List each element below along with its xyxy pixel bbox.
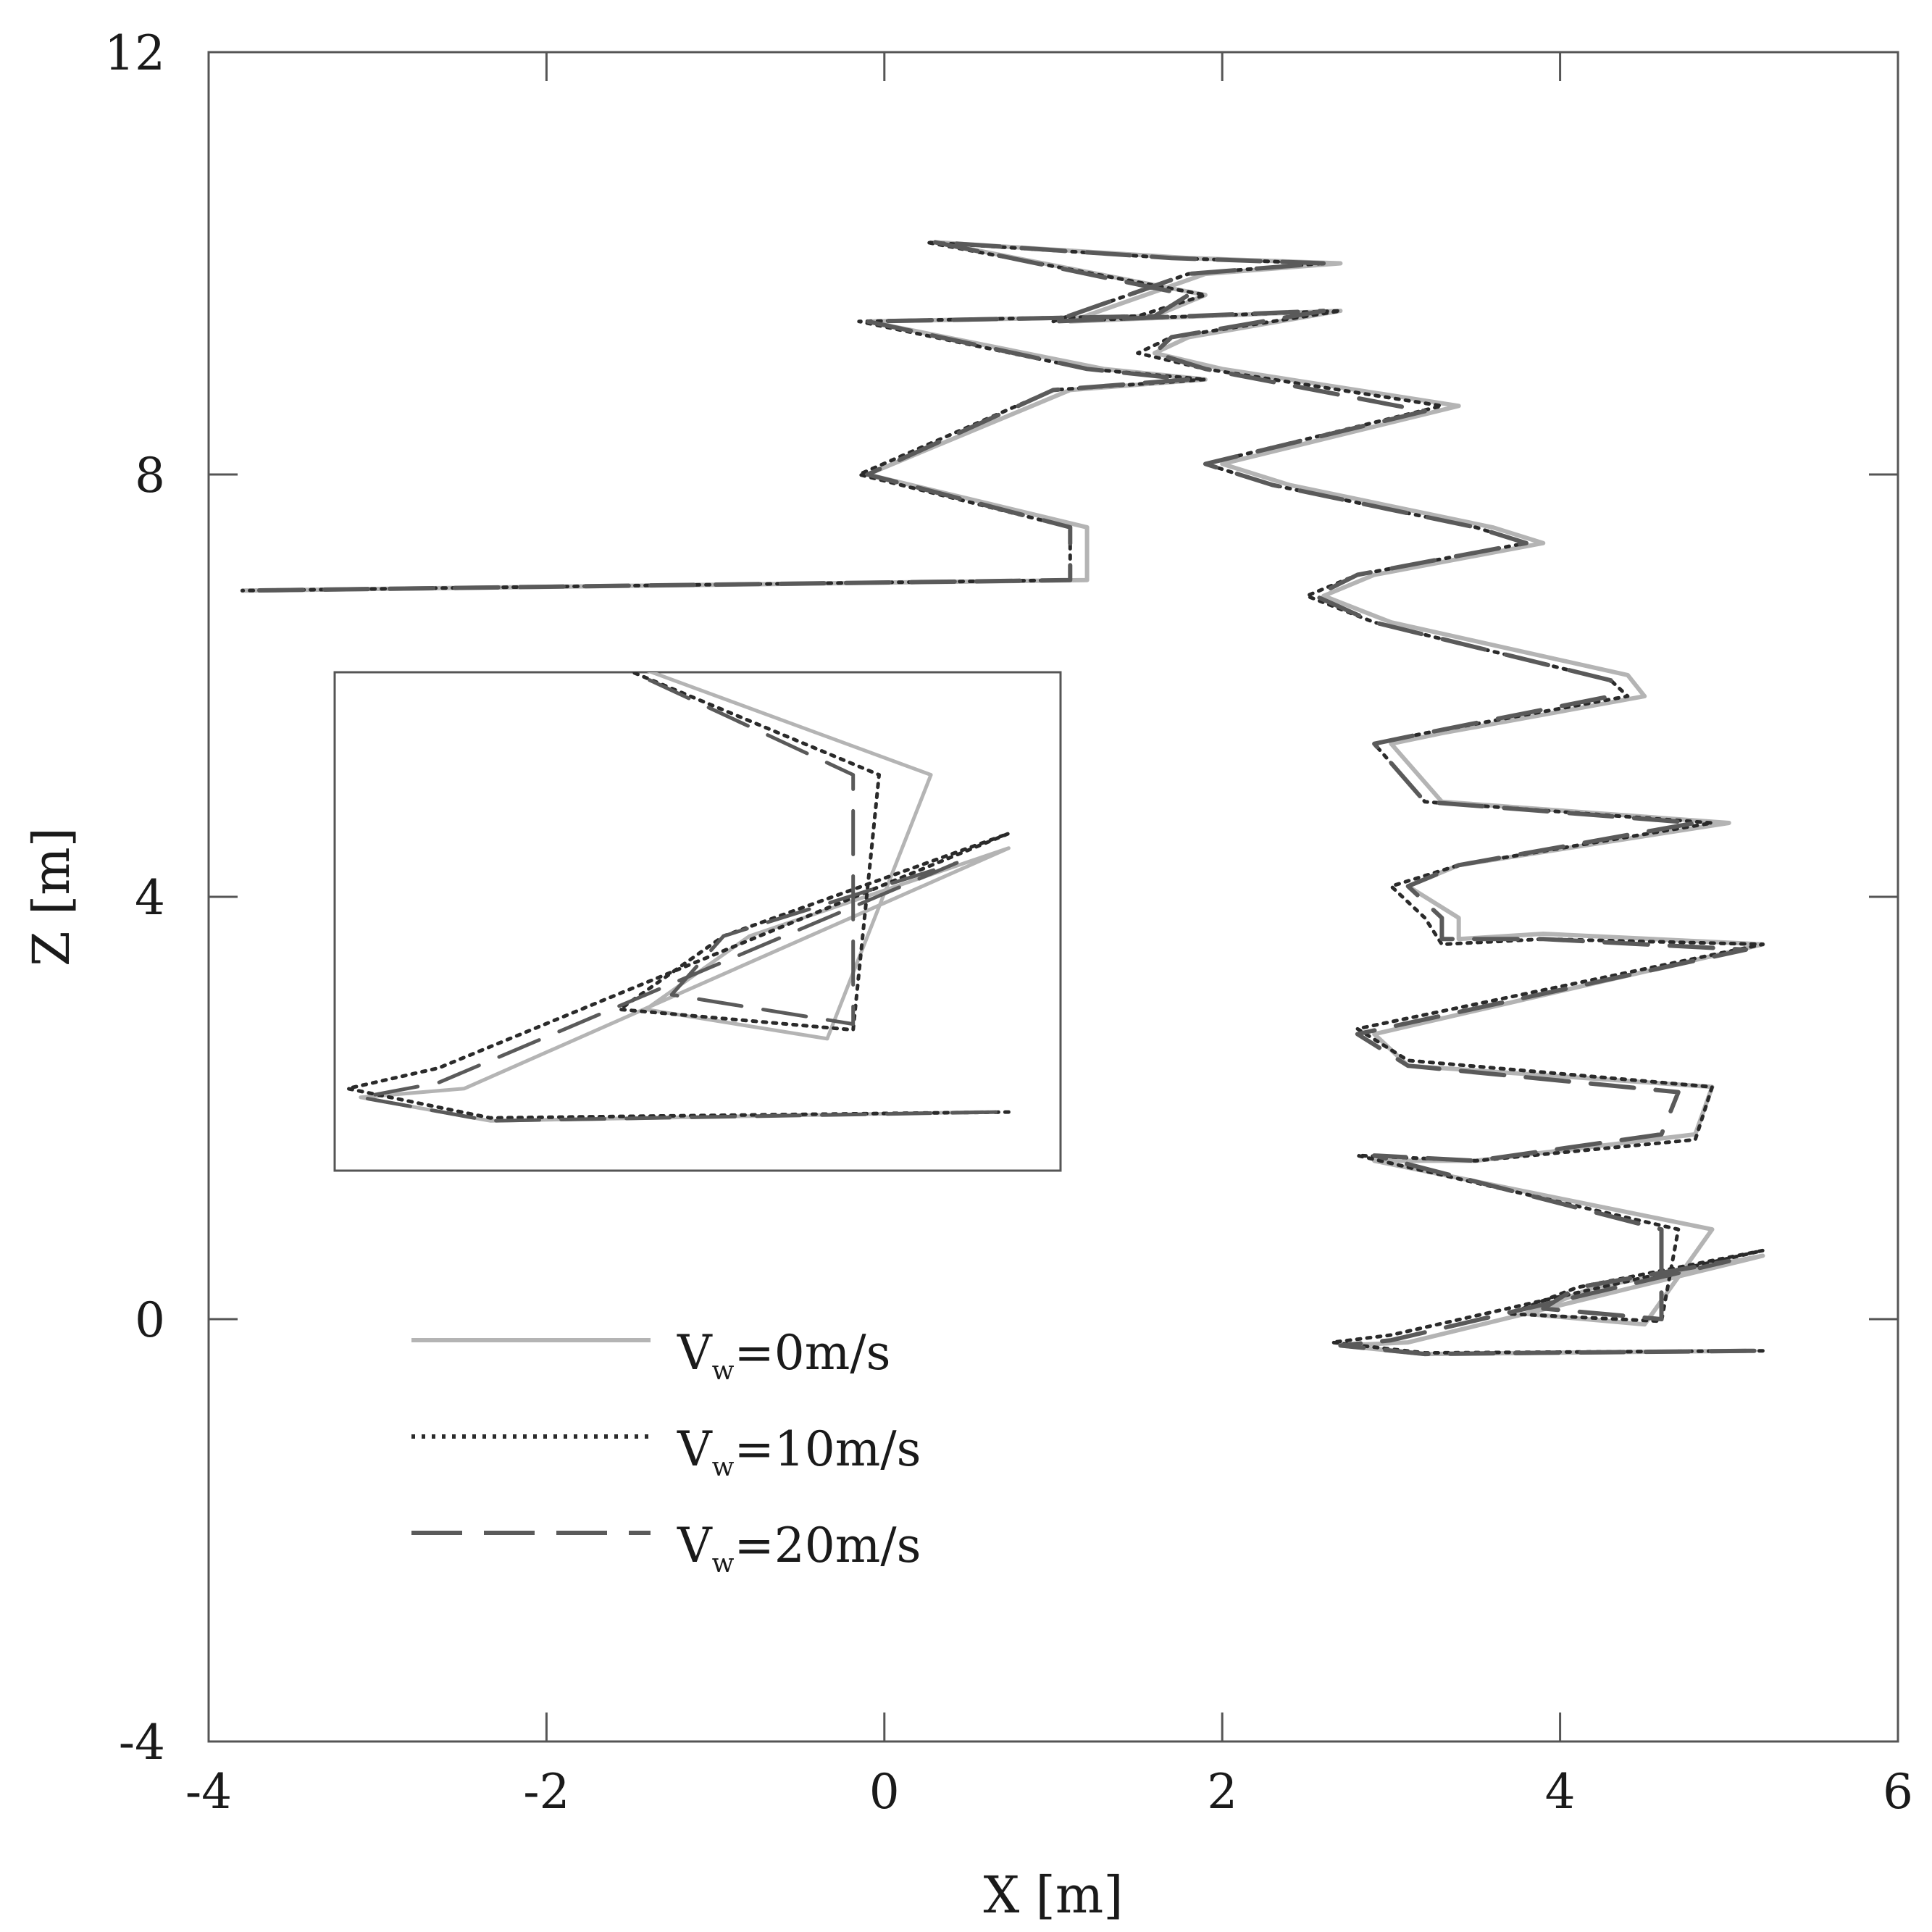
x-tick-label: 6 [1883, 1764, 1913, 1820]
y-tick-label: 4 [135, 870, 165, 926]
x-axis-label: X [m] [983, 1865, 1123, 1925]
y-tick-label: -4 [119, 1715, 165, 1770]
legend-label-1: Vw=10m/s [677, 1421, 921, 1482]
series-line-2 [240, 240, 1757, 1357]
x-tick-label: 4 [1545, 1764, 1576, 1820]
legend-label-0: Vw=0m/s [677, 1325, 890, 1386]
x-tick-label: 2 [1207, 1764, 1237, 1820]
series-line-1 [241, 240, 1765, 1355]
y-tick-label: 8 [135, 448, 165, 503]
y-tick-label: 12 [104, 25, 165, 81]
legend-label-2: Vw=20m/s [677, 1518, 921, 1578]
legend: Vw=0m/s Vw=10m/s Vw=20m/s [411, 1325, 921, 1578]
inset-frame [333, 671, 1062, 1172]
x-tick-label: -4 [185, 1764, 232, 1820]
series-layer [240, 240, 1765, 1357]
x-tick-label: -2 [523, 1764, 569, 1820]
y-tick-label: 0 [135, 1292, 165, 1348]
y-axis-label: Z [m] [22, 827, 81, 966]
axis-tick-labels: -4 -2 0 2 4 6 -4 0 4 8 12 [104, 25, 1913, 1820]
inset-zoom [333, 671, 1062, 1172]
axis-ticks [207, 51, 1899, 1743]
x-tick-label: 0 [869, 1764, 900, 1820]
